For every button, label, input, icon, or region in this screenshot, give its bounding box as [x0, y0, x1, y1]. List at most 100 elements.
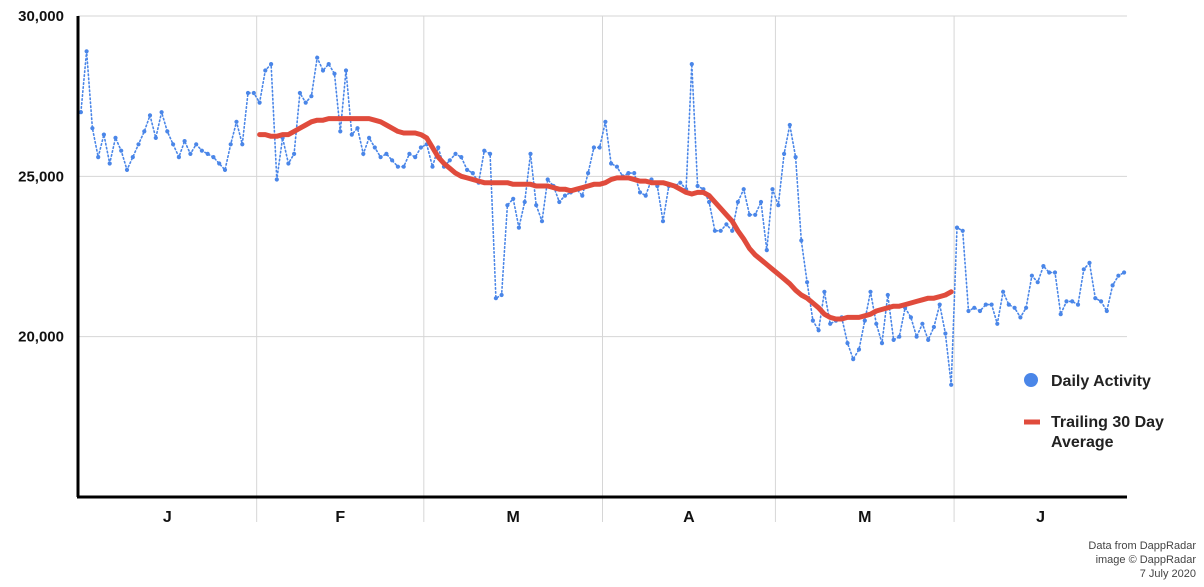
daily-activity-point [263, 68, 268, 73]
daily-activity-point [401, 164, 406, 169]
legend-average-label-line2: Average [1051, 434, 1114, 451]
daily-activity-point [251, 90, 256, 96]
daily-activity-point [845, 341, 850, 346]
daily-activity-point [972, 305, 977, 310]
daily-activity-point [822, 289, 827, 294]
daily-activity-point [343, 68, 349, 73]
daily-activity-point [758, 199, 764, 205]
daily-activity-point [1099, 299, 1104, 304]
daily-activity-point [989, 302, 994, 307]
daily-activity-point [810, 318, 816, 323]
daily-activity-point [868, 289, 873, 294]
x-tick-label: F [335, 509, 345, 526]
daily-activity-point [488, 151, 493, 156]
legend-daily-marker [1024, 373, 1038, 387]
daily-activity-point [954, 225, 960, 230]
daily-activity-point [891, 337, 896, 342]
daily-activity-point [240, 142, 245, 147]
daily-activity-point [787, 122, 792, 128]
daily-activity-point [678, 180, 683, 185]
daily-activity-point [320, 68, 326, 73]
daily-activity-point [355, 126, 360, 131]
daily-activity-point [1035, 280, 1040, 285]
daily-activity-point [960, 228, 965, 233]
daily-activity-point [735, 199, 741, 205]
daily-activity-point [1104, 308, 1109, 314]
daily-activity-point [782, 151, 787, 156]
daily-activity-point [130, 155, 135, 160]
daily-activity-point [562, 193, 568, 198]
daily-activity-point [557, 199, 562, 205]
daily-activity-point [309, 94, 314, 99]
daily-activity-point [315, 55, 320, 60]
daily-activity-point [862, 318, 867, 323]
daily-activity-point [165, 129, 170, 134]
daily-activity-point [718, 228, 723, 233]
legend-daily-label: Daily Activity [1051, 373, 1151, 390]
daily-activity-point [637, 190, 643, 195]
daily-activity-point [78, 110, 83, 115]
legend-average-label: Trailing 30 Day Average [1051, 414, 1168, 451]
daily-activity-point [361, 151, 366, 156]
credit-line-2: image © DappRadar [1095, 554, 1196, 566]
daily-activity-point [851, 357, 856, 362]
y-tick-labels: 30,000 25,000 20,000 [18, 8, 64, 346]
daily-activity-point [586, 171, 591, 176]
daily-activity-point [793, 155, 798, 160]
x-tick-label: M [858, 509, 871, 526]
daily-activity-point [1075, 302, 1081, 307]
legend: Daily Activity Trailing 30 Day Average [1024, 373, 1168, 451]
daily-activity-point [545, 177, 550, 182]
daily-activity-point [1041, 264, 1046, 269]
daily-activity-point [147, 113, 153, 118]
credit-line-3: 7 July 2020 [1139, 568, 1196, 580]
legend-average-label-line1: Trailing 30 Day [1051, 414, 1164, 431]
daily-activity-point [1122, 270, 1127, 275]
daily-activity-point [188, 151, 193, 156]
daily-activity-point [741, 187, 746, 192]
daily-activity-point [217, 161, 222, 166]
daily-activity-point [626, 171, 631, 176]
daily-activity-point [966, 308, 971, 314]
daily-activity-point [390, 158, 395, 163]
daily-activity-point [764, 248, 769, 253]
daily-activity-point [1047, 270, 1052, 275]
daily-activity-point [384, 151, 389, 156]
daily-activity-point [753, 212, 758, 217]
daily-activity-point [453, 151, 458, 156]
daily-activity-point [1058, 312, 1063, 317]
daily-activity-point [914, 334, 919, 339]
daily-activity-point [436, 145, 441, 150]
daily-activity-point [171, 142, 176, 147]
daily-activity-point [983, 302, 988, 307]
daily-activity-point [603, 119, 608, 124]
daily-activity-point [1024, 305, 1029, 310]
daily-activity-point [776, 203, 781, 208]
daily-activity-point [943, 331, 948, 336]
daily-activity-point [113, 135, 118, 140]
daily-activity-point [205, 151, 210, 156]
daily-activity-point [245, 90, 251, 96]
daily-activity-point [707, 199, 712, 205]
daily-activity-point [995, 321, 1000, 326]
daily-activity-point [1081, 267, 1086, 272]
daily-activity-point [499, 292, 504, 298]
daily-activity-point [338, 129, 343, 134]
daily-activity-point [522, 199, 527, 205]
daily-activity-point [182, 139, 187, 144]
daily-activity-point [447, 158, 452, 163]
daily-activity-point [84, 49, 89, 54]
daily-activity-point [153, 135, 158, 140]
daily-activity-point [1001, 289, 1006, 294]
daily-activity-point [724, 222, 729, 227]
daily-activity-point [805, 280, 810, 285]
daily-activity-point [465, 167, 470, 172]
daily-activity-point [228, 142, 233, 147]
daily-activity-point [482, 148, 487, 153]
daily-activity-point [614, 164, 620, 169]
daily-activity-point [856, 347, 862, 352]
daily-activity-point [908, 315, 914, 320]
x-tick-label: A [683, 509, 695, 526]
daily-activity-point [292, 151, 297, 156]
daily-activity-point [632, 171, 637, 176]
